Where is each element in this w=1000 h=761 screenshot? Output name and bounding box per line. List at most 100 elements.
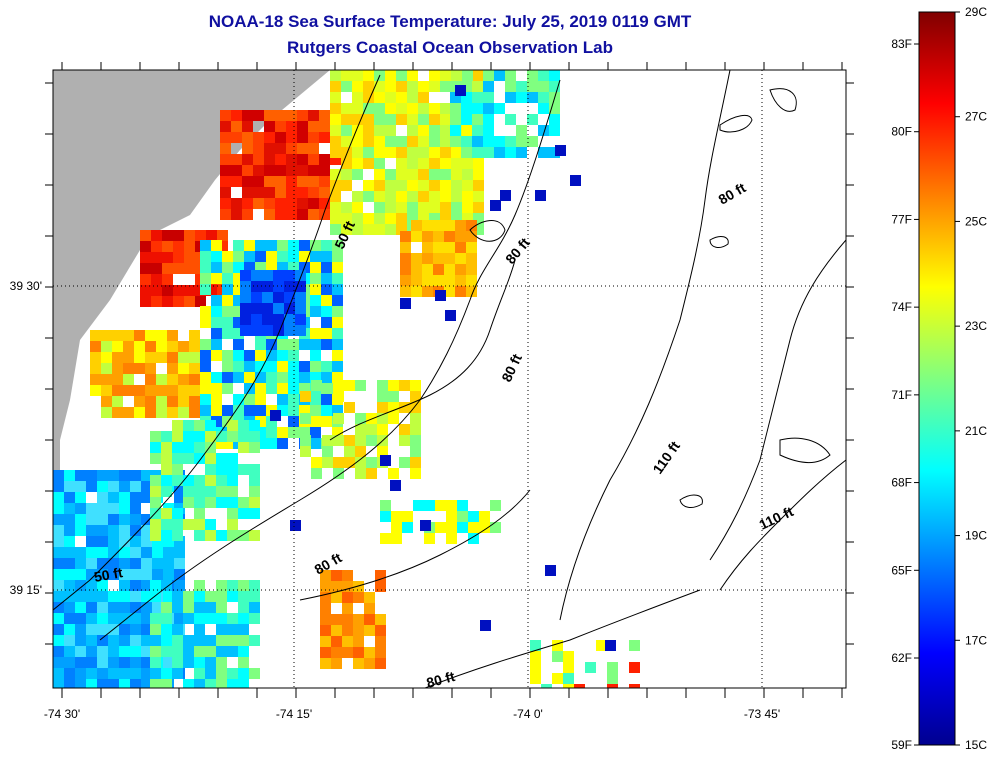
sst-cell — [86, 569, 97, 580]
sst-cell — [410, 468, 421, 479]
sst-cell — [341, 147, 352, 158]
sst-cell — [119, 624, 130, 635]
sst-cell — [130, 558, 141, 569]
sst-cell — [344, 435, 355, 446]
sst-cell — [216, 464, 227, 475]
sst-cell — [286, 110, 297, 121]
sst-cell — [410, 402, 421, 413]
sst-cell — [277, 383, 288, 394]
sst-cell — [150, 530, 161, 541]
sst-cell — [462, 70, 473, 81]
sst-cell — [407, 202, 418, 213]
sst-cell — [418, 147, 429, 158]
sst-cell — [407, 147, 418, 158]
sst-cell — [205, 519, 216, 530]
sst-cell — [374, 202, 385, 213]
sst-cell — [249, 420, 260, 431]
sst-cell — [311, 380, 322, 391]
sst-cell — [332, 240, 343, 251]
depth-label: 80 ft — [425, 668, 457, 691]
sst-cell — [490, 200, 501, 211]
sst-cell — [264, 143, 275, 154]
sst-cell — [332, 427, 343, 438]
sst-cell — [238, 679, 249, 688]
sst-cell — [167, 396, 178, 407]
sst-cell — [220, 165, 231, 176]
sst-cell — [75, 492, 86, 503]
sst-cell — [64, 492, 75, 503]
sst-cell — [251, 281, 262, 292]
sst-cell — [435, 290, 446, 301]
sst-cell — [86, 613, 97, 624]
sst-cell — [366, 424, 377, 435]
sst-cell — [240, 314, 251, 325]
sst-cell — [119, 580, 130, 591]
sst-cell — [194, 646, 205, 657]
sst-cell — [418, 191, 429, 202]
sst-cell — [363, 213, 374, 224]
sst-cell — [330, 136, 341, 147]
sst-cell — [222, 262, 233, 273]
sst-cell — [161, 431, 172, 442]
sst-cell — [385, 213, 396, 224]
sst-cell — [364, 603, 375, 614]
sst-cell — [352, 70, 363, 81]
sst-cell — [422, 220, 433, 231]
sst-cell — [184, 285, 195, 296]
sst-cell — [189, 352, 200, 363]
sst-cell — [253, 132, 264, 143]
sst-cell — [184, 296, 195, 307]
sst-cell — [227, 580, 238, 591]
sst-cell — [141, 547, 152, 558]
sst-cell — [108, 481, 119, 492]
sst-cell — [119, 492, 130, 503]
sst-cell — [162, 296, 173, 307]
sst-cell — [275, 132, 286, 143]
sst-cell — [363, 136, 374, 147]
sst-cell — [97, 679, 108, 688]
sst-cell — [119, 668, 130, 679]
sst-cell — [333, 391, 344, 402]
sst-cell — [53, 624, 64, 635]
sst-cell — [451, 213, 462, 224]
sst-cell — [167, 385, 178, 396]
sst-cell — [288, 427, 299, 438]
sst-cell — [255, 405, 266, 416]
sst-cell — [308, 209, 319, 220]
sst-cell — [333, 435, 344, 446]
sst-cell — [286, 187, 297, 198]
sst-cell — [429, 180, 440, 191]
sst-cell — [570, 175, 581, 186]
sst-cell — [112, 407, 123, 418]
sst-cell — [352, 114, 363, 125]
sst-cell — [363, 147, 374, 158]
sst-cell — [418, 125, 429, 136]
sst-cell — [205, 591, 216, 602]
sst-cell — [101, 396, 112, 407]
sst-cell — [310, 328, 321, 339]
sst-cell — [440, 114, 451, 125]
colorbar-fahrenheit-label: 71F — [891, 388, 912, 402]
sst-cell — [238, 431, 249, 442]
sst-cell — [227, 475, 238, 486]
sst-cell — [377, 380, 388, 391]
sst-cell — [249, 508, 260, 519]
sst-cell — [112, 330, 123, 341]
sst-cell — [242, 121, 253, 132]
sst-cell — [174, 569, 185, 580]
sst-cell — [333, 468, 344, 479]
sst-cell — [364, 625, 375, 636]
sst-cell — [238, 591, 249, 602]
sst-cell — [75, 646, 86, 657]
sst-cell — [288, 240, 299, 251]
sst-cell — [238, 420, 249, 431]
sst-cell — [194, 591, 205, 602]
sst-cell — [64, 613, 75, 624]
sst-cell — [341, 114, 352, 125]
sst-cell — [141, 470, 152, 481]
sst-cell — [527, 81, 538, 92]
sst-cell — [321, 295, 332, 306]
sst-cell — [277, 394, 288, 405]
sst-cell — [130, 514, 141, 525]
